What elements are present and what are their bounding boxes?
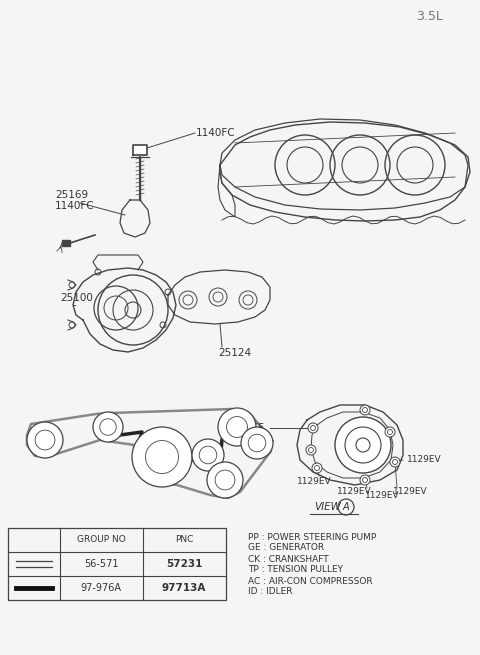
Circle shape (132, 427, 192, 487)
Text: 57231: 57231 (166, 559, 202, 569)
Circle shape (207, 462, 243, 498)
Circle shape (27, 422, 63, 458)
Circle shape (241, 427, 273, 459)
Circle shape (218, 408, 256, 446)
Text: TP: TP (103, 422, 113, 432)
Text: AC : AIR-CON COMPRESSOR: AC : AIR-CON COMPRESSOR (248, 576, 372, 586)
Text: CK: CK (157, 453, 167, 462)
Text: 97713A: 97713A (162, 583, 206, 593)
Circle shape (35, 430, 55, 450)
Text: VIEW: VIEW (314, 502, 341, 512)
Text: 1196CF: 1196CF (228, 423, 265, 433)
Circle shape (308, 423, 318, 433)
Circle shape (192, 439, 224, 471)
Circle shape (335, 417, 391, 473)
Text: PP : POWER STEERING PUMP: PP : POWER STEERING PUMP (248, 533, 376, 542)
Circle shape (199, 446, 217, 464)
Text: ID : IDLER: ID : IDLER (248, 588, 292, 597)
Text: GE: GE (232, 422, 242, 432)
Polygon shape (62, 240, 70, 246)
Text: 97-976A: 97-976A (81, 583, 121, 593)
Text: 56-571: 56-571 (84, 559, 118, 569)
Circle shape (306, 445, 316, 455)
Circle shape (360, 475, 370, 485)
Text: 1129EV: 1129EV (337, 487, 372, 496)
Circle shape (227, 417, 248, 438)
Text: 1129EV: 1129EV (365, 491, 400, 500)
Circle shape (93, 412, 123, 442)
Text: 1129EV: 1129EV (393, 487, 428, 496)
Text: A: A (343, 502, 349, 512)
Circle shape (345, 427, 381, 463)
Text: 1129EV: 1129EV (297, 477, 332, 487)
Circle shape (390, 457, 400, 467)
Text: 3.5L: 3.5L (417, 10, 444, 24)
Text: CK : CRANKSHAFT: CK : CRANKSHAFT (248, 555, 329, 563)
Circle shape (215, 470, 235, 490)
Circle shape (100, 419, 116, 436)
Text: GE : GENERATOR: GE : GENERATOR (248, 544, 324, 553)
Text: 1140FC: 1140FC (55, 201, 95, 211)
Circle shape (385, 427, 395, 437)
Text: 25169: 25169 (55, 190, 88, 200)
Circle shape (356, 438, 370, 452)
Text: 1140FC: 1140FC (196, 128, 236, 138)
Polygon shape (133, 145, 147, 155)
Circle shape (248, 434, 266, 452)
Text: PNC: PNC (175, 536, 193, 544)
Text: 25100: 25100 (60, 293, 93, 303)
Circle shape (360, 405, 370, 415)
Text: PP: PP (40, 436, 49, 445)
Text: 1129EV: 1129EV (407, 455, 442, 464)
Text: TP : TENSION PULLEY: TP : TENSION PULLEY (248, 565, 343, 574)
Circle shape (312, 463, 322, 473)
Text: AC: AC (220, 476, 230, 485)
Text: ID: ID (253, 438, 261, 447)
Bar (8, 528, 226, 600)
Text: GROUP NO: GROUP NO (77, 536, 125, 544)
Text: TP: TP (204, 451, 213, 460)
Text: 25124: 25124 (218, 348, 251, 358)
Circle shape (145, 441, 179, 474)
